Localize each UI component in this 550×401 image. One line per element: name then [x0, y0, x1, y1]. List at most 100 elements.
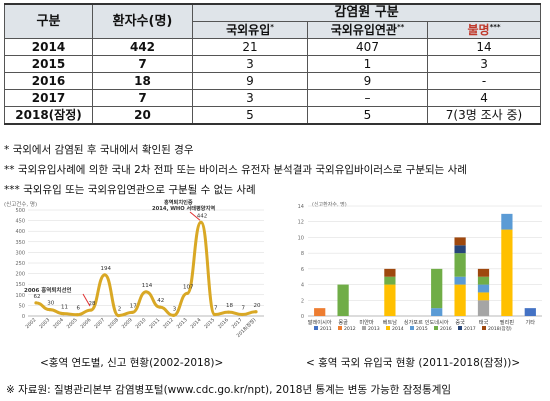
x-tick-label: 2016: [217, 317, 230, 330]
data-point: [199, 220, 203, 224]
x-tick-label: 태국: [479, 318, 489, 326]
legend-label: 2014: [392, 326, 404, 332]
data-label: 30: [47, 301, 54, 307]
y-tick-label: 2: [301, 298, 304, 304]
x-tick-label: 미얀마: [359, 318, 374, 326]
y-tick-label: 300: [15, 250, 25, 256]
legend-label: 2015: [416, 326, 428, 332]
y-tick-label: 10: [298, 235, 304, 241]
data-point: [89, 308, 93, 312]
annotation-arrow: [189, 211, 201, 221]
x-tick-label: 2010: [135, 317, 148, 330]
header-row-1: 구분 환자수(명) 감염원 구분: [4, 3, 542, 39]
import-country-bar-chart: (신고환자수, 명) 0 2 4 6 8 10 12 14 말레이시아 몽골 미얀마 베트남 싱가포르 인도…: [298, 201, 542, 332]
data-label: 442: [197, 213, 208, 219]
bar-segment: [477, 284, 490, 293]
yearly-cases-line-chart: (신고건수, 명) 0 50 100 150 200 250 300 350 400 450 500 6…: [4, 198, 264, 338]
x-tick-label: 2009: [121, 317, 134, 330]
bar-segment: [384, 284, 396, 316]
y-tick-label: 14: [298, 204, 304, 210]
bar-segment: [454, 276, 466, 285]
data-label: 3: [173, 306, 177, 312]
x-tick-label: 2005: [66, 317, 79, 330]
data-label: 6: [77, 306, 81, 312]
series-line: [35, 220, 257, 318]
data-label: 107: [183, 284, 194, 290]
x-tick-label: 2002: [25, 317, 38, 330]
data-label: 114: [142, 283, 153, 289]
x-tick-label: 기타: [526, 318, 536, 326]
cell-related: –: [307, 89, 428, 107]
bar-chart-caption: < 홍역 국외 유입국 현황 (2011-2018(잠정))>: [306, 357, 521, 369]
x-tick-label: 2003: [38, 317, 51, 330]
y-tick-label: 350: [15, 240, 25, 246]
y-tick-label: 8: [301, 251, 304, 257]
y-tick-label: 150: [15, 282, 25, 288]
data-point: [144, 290, 148, 294]
table-row: 2015 7 3 1 3: [4, 55, 542, 73]
data-label: 20: [254, 303, 261, 309]
x-tick-label: 2011: [148, 317, 161, 330]
cell-year: 2018(잠정): [4, 106, 93, 125]
data-point: [240, 312, 244, 317]
data-point: [61, 312, 66, 316]
bar-segment: [337, 284, 349, 316]
bar-segment: [477, 292, 490, 301]
legend-label: 2017: [464, 326, 476, 332]
table-row: 2018(잠정) 20 5 5 7(3명 조사 중): [4, 106, 542, 125]
header-imported: 국외유입*: [192, 21, 308, 39]
header-patients: 환자수(명): [92, 3, 193, 39]
header-imported-label: 국외유입: [226, 23, 271, 37]
cell-related: 1: [307, 55, 428, 73]
header-imported-mark: *: [270, 23, 274, 31]
data-label: 11: [61, 305, 68, 311]
line-chart-caption: <홍역 연도별, 신고 현황(2002-2018)>: [40, 357, 224, 369]
cell-related: 9: [307, 72, 428, 90]
data-label: 194: [101, 266, 112, 272]
bar-segment: [454, 245, 466, 254]
y-tick-label: 100: [15, 293, 25, 299]
data-point: [34, 301, 38, 305]
bar-segment: [454, 253, 466, 277]
cell-year: 2016: [4, 72, 93, 90]
footnote-related: ** 국외유입사례에 의한 국내 2차 전파 또는 바이러스 유전자 분석결과 …: [4, 164, 467, 176]
data-point: [158, 305, 162, 309]
data-label: 2: [118, 307, 122, 313]
cell-imported: 9: [192, 72, 308, 90]
data-point: [254, 310, 258, 314]
data-point: [226, 310, 231, 314]
cell-total: 442: [92, 38, 193, 56]
data-label: 28: [89, 301, 96, 307]
header-related: 국외유입연관**: [307, 21, 428, 39]
x-tick-label: 2015: [203, 317, 216, 330]
cell-unknown: 14: [426, 38, 542, 56]
cell-unknown: 7(3명 조사 중): [426, 106, 542, 125]
data-label: 17: [130, 303, 137, 309]
cell-total: 7: [92, 55, 193, 73]
header-unknown: 불명***: [426, 21, 542, 39]
data-point: [116, 313, 121, 318]
legend-swatch: [362, 326, 366, 330]
data-label: 18: [226, 303, 233, 309]
legend-label: 2012: [344, 326, 356, 332]
bar-segment: [454, 284, 466, 316]
x-tick-label: 2008: [107, 317, 120, 330]
x-tick-label: 베트남: [383, 318, 398, 326]
header-related-mark: **: [396, 23, 405, 31]
footnotes: * 국외에서 감염된 후 국내에서 확인된 경우 ** 국외유입사례에 의한 국…: [4, 140, 548, 200]
footnote-imported: * 국외에서 감염된 후 국내에서 확인된 경우: [4, 144, 194, 156]
legend-swatch: [338, 326, 342, 330]
footnote-unknown: *** 국외유입 또는 국외유입연관으로 구분될 수 없는 사례: [4, 184, 256, 196]
y-tick-label: 200: [15, 272, 25, 278]
x-tick-label: 2017: [231, 317, 244, 330]
x-tick-label: 2014: [190, 317, 203, 330]
table-row: 2017 7 3 – 4: [4, 89, 542, 107]
header-unknown-mark: ***: [489, 23, 501, 31]
header-row-2: 국외유입* 국외유입연관** 불명***: [5, 21, 542, 39]
y-tick-label: 4: [301, 283, 304, 289]
y-tick-label: 500: [15, 208, 25, 214]
data-label: 7: [242, 306, 246, 312]
x-tick-label: 2012: [162, 317, 175, 330]
data-point: [171, 313, 176, 317]
